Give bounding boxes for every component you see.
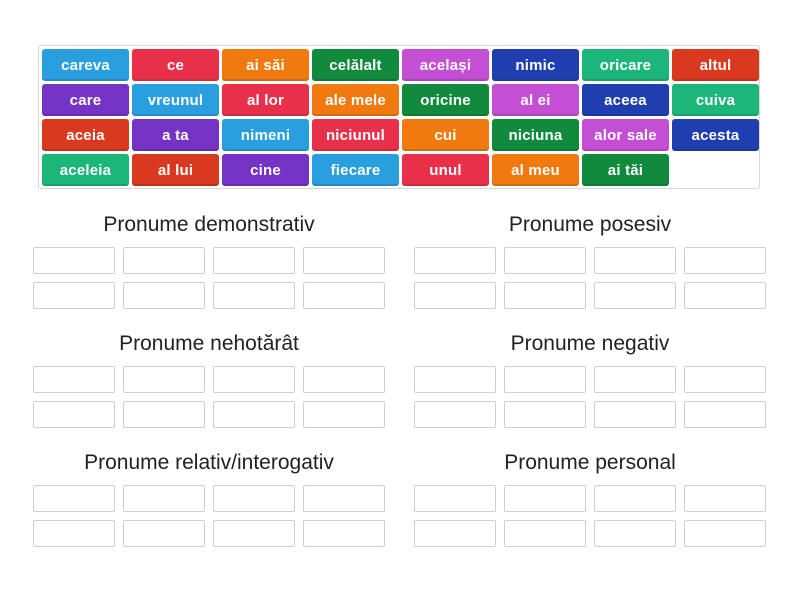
word-tile[interactable]: vreunul [132,84,219,116]
drop-slot[interactable] [414,282,496,309]
word-tile[interactable]: careva [42,49,129,81]
word-tile[interactable]: ai tăi [582,154,669,186]
drop-zone[interactable] [414,366,766,428]
word-tile[interactable]: aceia [42,119,129,151]
word-tile[interactable]: al ei [492,84,579,116]
word-tile[interactable]: unul [402,154,489,186]
word-tile[interactable]: al lor [222,84,309,116]
group-nehotarat: Pronume nehotărât [33,329,385,428]
word-tile[interactable]: niciunul [312,119,399,151]
drop-slot[interactable] [33,520,115,547]
drop-slot[interactable] [684,366,766,393]
group-posesiv: Pronume posesiv [414,210,766,309]
drop-slot[interactable] [213,282,295,309]
drop-slot[interactable] [594,366,676,393]
word-tile[interactable]: aceleia [42,154,129,186]
drop-slot[interactable] [123,485,205,512]
group-personal: Pronume personal [414,448,766,547]
drop-slot[interactable] [414,485,496,512]
drop-slot[interactable] [123,520,205,547]
drop-slot[interactable] [123,401,205,428]
drop-slot[interactable] [303,485,385,512]
drop-slot[interactable] [504,247,586,274]
drop-slot[interactable] [594,485,676,512]
drop-slot[interactable] [303,401,385,428]
drop-slot[interactable] [504,485,586,512]
drop-slot[interactable] [33,247,115,274]
word-tile[interactable]: care [42,84,129,116]
drop-slot[interactable] [213,366,295,393]
group-title: Pronume personal [504,451,676,474]
group-title: Pronume demonstrativ [103,213,315,236]
drop-slot[interactable] [504,401,586,428]
word-tile[interactable]: ce [132,49,219,81]
word-tile[interactable]: al meu [492,154,579,186]
word-bank: careva ce ai săi celălalt același nimic oricar… [38,45,760,189]
word-tile[interactable]: altul [672,49,759,81]
word-tile[interactable]: nimic [492,49,579,81]
drop-slot[interactable] [594,520,676,547]
word-tile[interactable]: cuiva [672,84,759,116]
drop-slot[interactable] [684,247,766,274]
drop-slot[interactable] [684,282,766,309]
group-demonstrativ: Pronume demonstrativ [33,210,385,309]
word-tile[interactable]: fiecare [312,154,399,186]
drop-slot[interactable] [684,401,766,428]
word-tile[interactable]: oricare [582,49,669,81]
drop-slot[interactable] [504,520,586,547]
drop-slot[interactable] [594,401,676,428]
word-tile[interactable]: alor sale [582,119,669,151]
drop-slot[interactable] [33,401,115,428]
drop-slot[interactable] [303,247,385,274]
group-title: Pronume posesiv [508,213,672,236]
drop-zone[interactable] [414,247,766,309]
drop-slot[interactable] [213,520,295,547]
drop-slot[interactable] [414,247,496,274]
word-tile[interactable]: niciuna [492,119,579,151]
word-tile[interactable]: cui [402,119,489,151]
drop-slot[interactable] [414,366,496,393]
drop-slot[interactable] [684,485,766,512]
drop-slot[interactable] [33,485,115,512]
word-tile[interactable]: acesta [672,119,759,151]
drop-slot[interactable] [123,366,205,393]
group-relativ-interogativ: Pronume relativ/interogativ [33,448,385,547]
drop-slot[interactable] [33,282,115,309]
drop-slot[interactable] [504,282,586,309]
group-title: Pronume nehotărât [119,332,299,355]
word-tile[interactable]: oricine [402,84,489,116]
drop-slot[interactable] [303,282,385,309]
drop-slot[interactable] [33,366,115,393]
word-tile[interactable]: a ta [132,119,219,151]
drop-slot[interactable] [213,401,295,428]
drop-slot[interactable] [414,401,496,428]
drop-slot[interactable] [213,485,295,512]
word-tile[interactable]: cine [222,154,309,186]
word-tile[interactable]: nimeni [222,119,309,151]
word-tile[interactable]: ale mele [312,84,399,116]
word-tile[interactable]: al lui [132,154,219,186]
word-tile[interactable]: aceea [582,84,669,116]
group-title: Pronume negativ [510,332,670,355]
drop-zone[interactable] [33,485,385,547]
word-tile[interactable]: celălalt [312,49,399,81]
drop-slot[interactable] [594,282,676,309]
drop-zone[interactable] [33,247,385,309]
drop-zone[interactable] [414,485,766,547]
drop-slot[interactable] [504,366,586,393]
drop-slot[interactable] [123,247,205,274]
drop-slot[interactable] [123,282,205,309]
group-negativ: Pronume negativ [414,329,766,428]
drop-slot[interactable] [684,520,766,547]
drop-slot[interactable] [414,520,496,547]
word-tile[interactable]: ai săi [222,49,309,81]
drop-zone[interactable] [33,366,385,428]
drop-slot[interactable] [303,366,385,393]
drop-slot[interactable] [303,520,385,547]
group-title: Pronume relativ/interogativ [84,451,334,474]
word-tile[interactable]: același [402,49,489,81]
drop-slot[interactable] [213,247,295,274]
drop-slot[interactable] [594,247,676,274]
